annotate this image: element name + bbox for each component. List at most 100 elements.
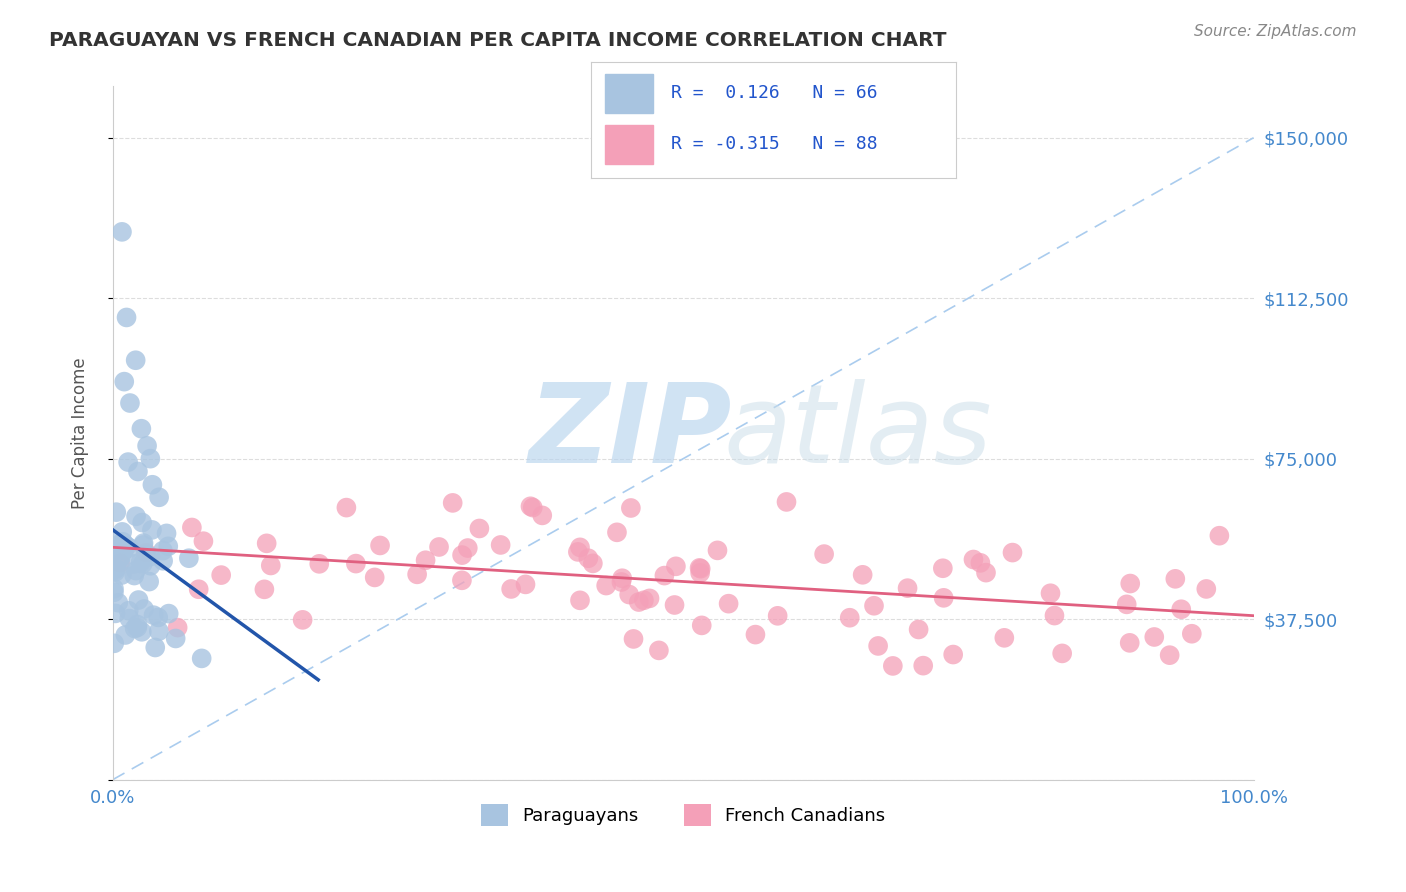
Text: R = -0.315   N = 88: R = -0.315 N = 88 xyxy=(671,135,877,153)
Point xyxy=(291,613,314,627)
Point xyxy=(131,422,153,436)
Point xyxy=(612,571,634,585)
Point xyxy=(142,608,165,623)
Point xyxy=(489,538,512,552)
Point xyxy=(155,526,177,541)
Point xyxy=(152,543,174,558)
Point xyxy=(114,628,136,642)
Point xyxy=(744,627,766,641)
Point xyxy=(1170,602,1192,616)
Point xyxy=(132,557,155,571)
Point xyxy=(441,496,464,510)
Point xyxy=(104,562,127,576)
Point xyxy=(110,550,132,565)
Point xyxy=(118,604,141,618)
Point xyxy=(912,658,935,673)
Point xyxy=(131,624,153,639)
Point xyxy=(107,596,129,610)
Point xyxy=(209,568,232,582)
Point xyxy=(569,541,592,555)
Point xyxy=(648,643,671,657)
Point xyxy=(131,516,153,530)
Point xyxy=(974,566,997,580)
Point xyxy=(157,607,180,621)
Point xyxy=(138,574,160,589)
Point xyxy=(706,543,728,558)
Point xyxy=(115,539,138,553)
Point xyxy=(177,551,200,566)
Point xyxy=(364,570,387,584)
Point xyxy=(108,556,131,570)
Point xyxy=(143,640,166,655)
Point xyxy=(253,582,276,597)
Point xyxy=(620,500,643,515)
Point xyxy=(907,623,929,637)
Point xyxy=(260,558,283,573)
Point xyxy=(335,500,357,515)
Point xyxy=(766,608,789,623)
Point xyxy=(519,500,541,514)
Point xyxy=(993,631,1015,645)
Point xyxy=(111,568,134,582)
Point xyxy=(962,552,984,566)
Point xyxy=(689,562,711,576)
Point xyxy=(104,607,127,621)
Point xyxy=(118,396,141,410)
Point xyxy=(654,568,676,582)
Point xyxy=(1164,572,1187,586)
Point xyxy=(1043,608,1066,623)
Point xyxy=(115,310,138,325)
Point xyxy=(582,557,605,571)
Point xyxy=(690,618,713,632)
Point xyxy=(105,505,128,519)
Point xyxy=(117,455,139,469)
Point xyxy=(1118,636,1140,650)
Point xyxy=(501,582,523,596)
Point xyxy=(457,541,479,555)
Point xyxy=(1115,598,1137,612)
Point xyxy=(111,534,134,549)
Point xyxy=(1001,545,1024,559)
Point xyxy=(415,553,437,567)
Point xyxy=(111,225,134,239)
Point xyxy=(128,593,150,607)
Point xyxy=(522,500,544,515)
Point xyxy=(103,585,125,599)
Point xyxy=(1039,586,1062,600)
Point xyxy=(127,617,149,632)
Point xyxy=(122,557,145,571)
Point xyxy=(1181,626,1204,640)
Point xyxy=(125,564,148,578)
Y-axis label: Per Capita Income: Per Capita Income xyxy=(72,357,89,508)
Point xyxy=(627,595,650,609)
Point xyxy=(148,610,170,624)
Point xyxy=(141,523,163,537)
Point xyxy=(105,561,128,575)
Point xyxy=(1195,582,1218,596)
Point xyxy=(132,536,155,550)
Point xyxy=(112,375,135,389)
Point xyxy=(606,525,628,540)
Point xyxy=(127,465,149,479)
Legend: Paraguayans, French Canadians: Paraguayans, French Canadians xyxy=(474,797,893,833)
Point xyxy=(187,582,209,597)
Point xyxy=(427,540,450,554)
Point xyxy=(689,566,711,580)
Text: Source: ZipAtlas.com: Source: ZipAtlas.com xyxy=(1194,24,1357,39)
Point xyxy=(152,554,174,568)
Text: R =  0.126   N = 66: R = 0.126 N = 66 xyxy=(671,84,877,102)
Point xyxy=(567,545,589,559)
Point xyxy=(969,556,991,570)
Point xyxy=(148,624,170,639)
Point xyxy=(896,581,918,595)
Point xyxy=(932,591,955,605)
Point xyxy=(813,547,835,561)
Point xyxy=(103,582,125,596)
Point xyxy=(165,632,187,646)
Point xyxy=(166,621,188,635)
Point xyxy=(638,591,661,606)
Point xyxy=(451,548,474,562)
Point xyxy=(132,602,155,616)
Point xyxy=(882,659,904,673)
Point xyxy=(139,558,162,573)
